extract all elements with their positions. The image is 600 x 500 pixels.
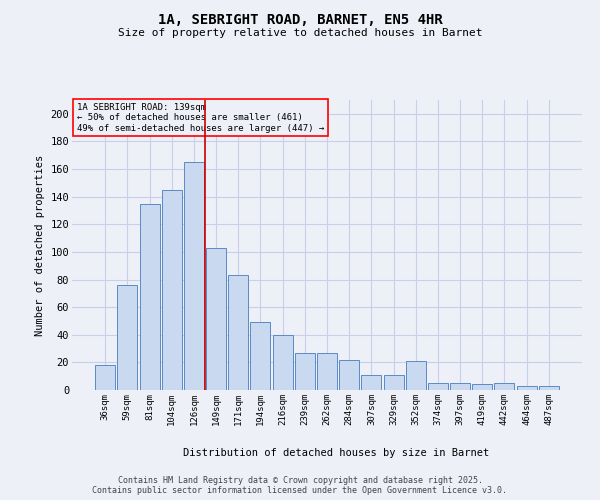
Bar [494,383,514,390]
Text: Distribution of detached houses by size in Barnet: Distribution of detached houses by size … [183,448,489,458]
Bar [140,204,160,390]
Bar [428,383,448,390]
Bar [450,383,470,390]
Bar [118,285,137,390]
Bar [272,335,293,390]
Bar [228,276,248,390]
Bar [339,360,359,390]
Text: 1A, SEBRIGHT ROAD, BARNET, EN5 4HR: 1A, SEBRIGHT ROAD, BARNET, EN5 4HR [158,12,442,26]
Bar [539,386,559,390]
Bar [250,322,271,390]
Bar [317,352,337,390]
Bar [95,365,115,390]
Bar [361,375,382,390]
Bar [517,386,536,390]
Y-axis label: Number of detached properties: Number of detached properties [35,154,45,336]
Bar [406,361,426,390]
Text: Size of property relative to detached houses in Barnet: Size of property relative to detached ho… [118,28,482,38]
Text: Contains HM Land Registry data © Crown copyright and database right 2025.
Contai: Contains HM Land Registry data © Crown c… [92,476,508,495]
Bar [383,375,404,390]
Bar [295,352,315,390]
Bar [472,384,492,390]
Bar [184,162,204,390]
Bar [162,190,182,390]
Text: 1A SEBRIGHT ROAD: 139sqm
← 50% of detached houses are smaller (461)
49% of semi-: 1A SEBRIGHT ROAD: 139sqm ← 50% of detach… [77,103,325,132]
Bar [206,248,226,390]
